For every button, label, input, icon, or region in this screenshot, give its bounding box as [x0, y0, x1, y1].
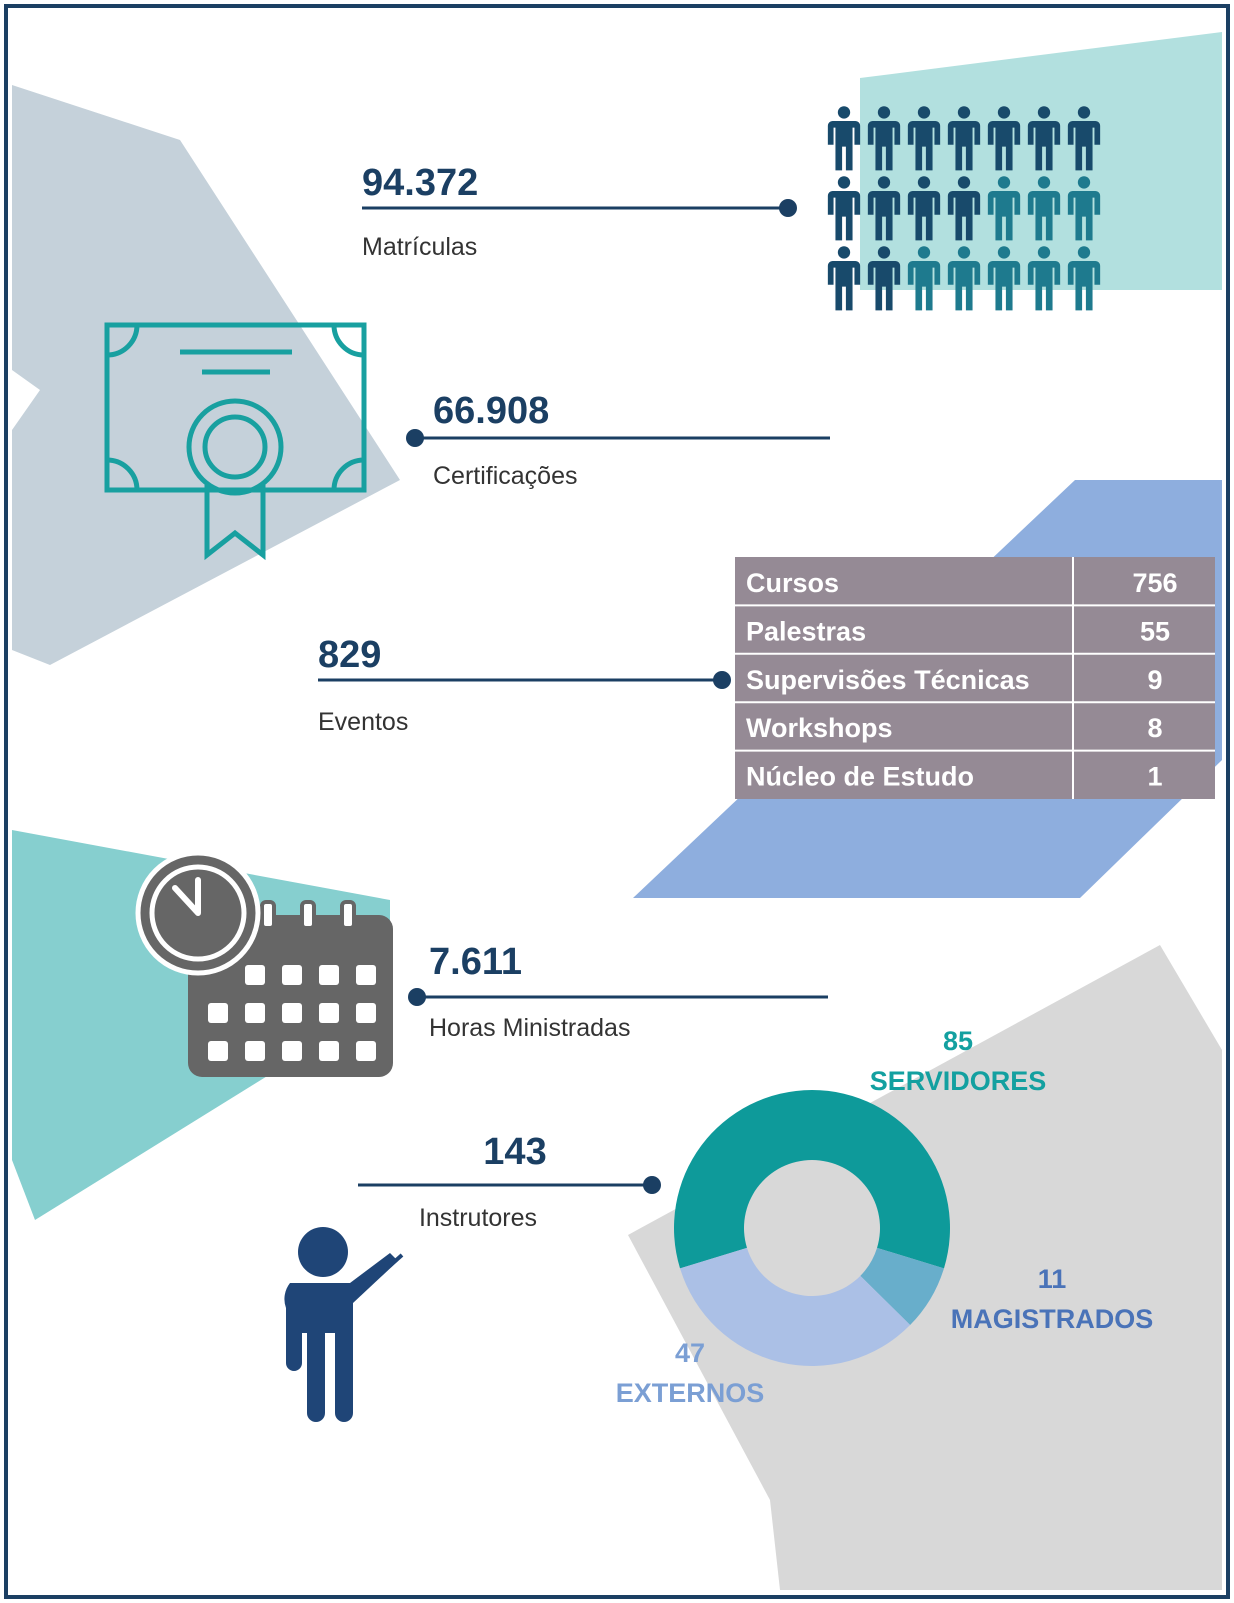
donut-segment	[674, 1090, 950, 1269]
calendar-cell	[356, 1003, 376, 1023]
table-cell: Cursos	[746, 568, 839, 598]
table-cell: Supervisões Técnicas	[746, 665, 1030, 695]
donut-label: SERVIDORES	[870, 1066, 1047, 1096]
donut-label: EXTERNOS	[616, 1378, 765, 1408]
table-cell: Núcleo de Estudo	[746, 762, 974, 792]
donut-value: 47	[675, 1338, 705, 1368]
people-icon	[827, 106, 1101, 311]
calendar-cell	[356, 1041, 376, 1061]
stat-dot	[406, 429, 424, 447]
table-bg	[735, 557, 1215, 799]
certificate-icon	[104, 322, 367, 561]
stat-dot	[643, 1176, 661, 1194]
stat-label: Instrutores	[419, 1204, 537, 1232]
stat-dot	[408, 988, 426, 1006]
table-cell: Palestras	[746, 616, 866, 646]
stat-label: Matrículas	[362, 233, 477, 261]
calendar-cell	[319, 965, 339, 985]
stat-value: 94.372	[362, 162, 478, 204]
table-cell: 55	[1140, 616, 1170, 646]
table-cell: 8	[1147, 713, 1162, 743]
bg-shape	[12, 85, 400, 665]
calendar-cell	[245, 965, 265, 985]
calendar-icon	[135, 850, 393, 1077]
stat-label: Certificações	[433, 462, 578, 490]
stat-value: 143	[483, 1131, 546, 1173]
table-cell: 9	[1147, 665, 1162, 695]
donut-label: MAGISTRADOS	[951, 1304, 1154, 1334]
donut-value: 11	[1038, 1264, 1067, 1294]
calendar-cell	[245, 1003, 265, 1023]
table-cell: 756	[1132, 568, 1177, 598]
donut-segment	[680, 1247, 911, 1367]
donut-segment	[860, 1247, 944, 1326]
instructor-icon	[284, 1227, 404, 1422]
table-cell: Workshops	[746, 713, 893, 743]
calendar-cell	[208, 1003, 228, 1023]
calendar-cell	[282, 965, 302, 985]
stat-dot	[779, 199, 797, 217]
stat-dot	[713, 671, 731, 689]
table-cell: 1	[1147, 762, 1162, 792]
calendar-cell	[356, 965, 376, 985]
calendar-cell	[282, 1041, 302, 1061]
stat-value: 66.908	[433, 390, 549, 432]
frame	[4, 4, 1230, 1599]
calendar-cell	[282, 1003, 302, 1023]
calendar-cell	[245, 1041, 265, 1061]
stat-value: 829	[318, 634, 381, 676]
donut-value: 85	[943, 1026, 973, 1056]
stat-value: 7.611	[429, 941, 522, 983]
calendar-cell	[319, 1041, 339, 1061]
calendar-cell	[319, 1003, 339, 1023]
stat-label: Horas Ministradas	[429, 1014, 630, 1042]
stat-label: Eventos	[318, 708, 408, 736]
calendar-cell	[208, 1041, 228, 1061]
